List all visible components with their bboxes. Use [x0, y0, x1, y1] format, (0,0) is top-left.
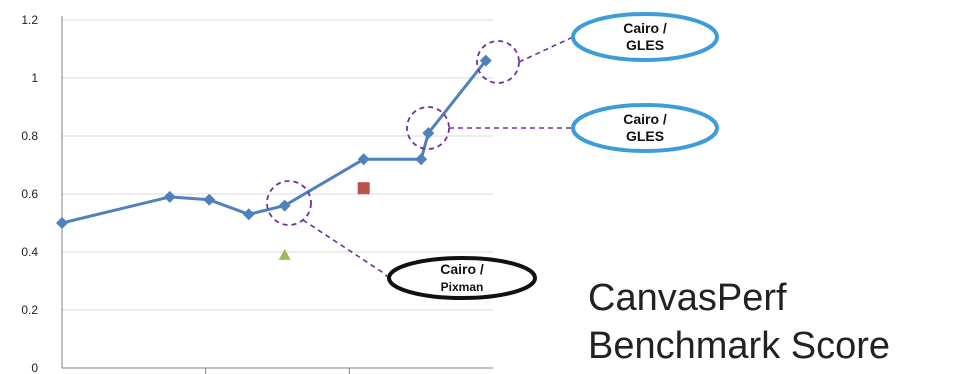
- diamond-marker: [203, 193, 216, 206]
- diamond-marker: [422, 127, 435, 140]
- callout-label-line-2: GLES: [626, 37, 664, 53]
- y-tick-label: 0.4: [21, 245, 38, 259]
- y-tick-labels: 0 0.2 0.4 0.6 0.8 1 1.2: [21, 13, 38, 374]
- callout-label-line-2: Pixman: [441, 280, 484, 294]
- callout-connector: [302, 219, 390, 279]
- diamond-marker: [278, 199, 291, 212]
- y-tick-label: 0: [31, 361, 38, 374]
- callout-bubble: [571, 12, 719, 62]
- y-tick-label: 0.2: [21, 303, 38, 317]
- y-tick-label: 0.8: [21, 129, 38, 143]
- callout-label-line-1: Cairo /: [440, 261, 484, 277]
- callout-bubble: [571, 103, 719, 153]
- diamond-marker: [357, 153, 370, 166]
- chart-title-line-2: Benchmark Score: [588, 325, 891, 367]
- y-tick-label: 1: [31, 71, 38, 85]
- callout-bubble: [387, 256, 537, 300]
- y-tick-label: 1.2: [21, 13, 38, 27]
- chart-title: CanvasPerf Benchmark Score: [588, 274, 890, 370]
- square-marker: [357, 182, 370, 195]
- chart-title-line-1: CanvasPerf: [588, 277, 787, 319]
- diamond-marker: [479, 54, 492, 67]
- series-line: [61, 59, 487, 225]
- highlight-circle: [406, 106, 450, 150]
- y-tick-label: 0.6: [21, 187, 38, 201]
- series-lines: [61, 59, 487, 225]
- highlight-circle: [476, 40, 520, 84]
- highlight-circles: [266, 40, 520, 226]
- gridlines: [62, 19, 493, 311]
- diamond-marker: [56, 217, 68, 229]
- axes: [61, 16, 493, 374]
- callout-label-line-1: Cairo /: [623, 111, 667, 127]
- diamond-marker: [415, 153, 428, 166]
- triangle-marker: [278, 248, 291, 260]
- callout-label-line-1: Cairo /: [623, 20, 667, 36]
- data-markers: [56, 54, 492, 260]
- callout-connectors: [302, 36, 574, 279]
- highlight-circle: [266, 180, 312, 226]
- diamond-marker: [163, 190, 176, 203]
- callout-label-line-2: GLES: [626, 128, 664, 144]
- callout-connector: [518, 36, 574, 63]
- diamond-marker: [242, 208, 255, 221]
